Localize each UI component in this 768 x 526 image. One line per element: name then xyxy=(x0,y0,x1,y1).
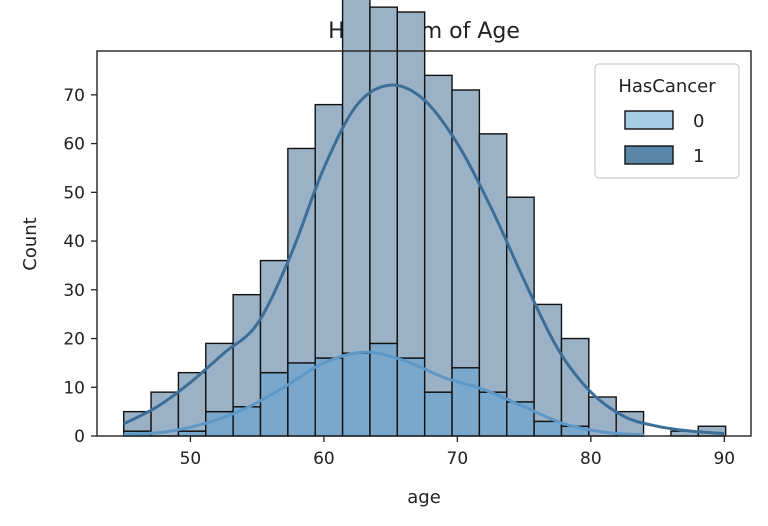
bar-series-1 xyxy=(287,147,316,364)
bar-series-1 xyxy=(533,303,563,423)
x-axis-label: age xyxy=(407,487,441,508)
bar-series-1 xyxy=(560,337,590,427)
legend-label-1: 1 xyxy=(693,146,704,167)
x-tick-label: 60 xyxy=(313,449,335,469)
y-tick-label: 60 xyxy=(63,135,85,155)
legend-swatch-1 xyxy=(624,145,674,165)
x-tick-label: 50 xyxy=(180,449,202,469)
kde-line-series-0 xyxy=(123,350,645,437)
bar-series-1 xyxy=(259,259,289,374)
bar-series-1 xyxy=(369,6,399,345)
bar-series-1 xyxy=(232,293,262,408)
bar-series-0 xyxy=(287,362,316,437)
y-tick-label: 0 xyxy=(74,427,85,447)
bar-series-1 xyxy=(341,0,371,354)
x-tick-label: 70 xyxy=(447,449,469,469)
bar-series-0 xyxy=(396,357,426,437)
y-tick-label: 10 xyxy=(63,378,85,398)
bar-series-0 xyxy=(369,342,399,437)
y-tick-label: 40 xyxy=(63,232,85,252)
kde-line-series-1 xyxy=(123,83,725,436)
bar-series-1 xyxy=(423,74,453,393)
bar-series-0 xyxy=(533,420,563,437)
legend: HasCancer 0 1 xyxy=(594,63,740,179)
bar-series-0 xyxy=(259,371,289,437)
bar-series-0 xyxy=(423,391,453,437)
x-tick-label: 90 xyxy=(713,449,735,469)
y-tick-label: 20 xyxy=(63,330,85,350)
y-tick-label: 50 xyxy=(63,183,85,203)
bar-series-1 xyxy=(205,342,234,413)
legend-title: HasCancer xyxy=(618,76,716,97)
bar-series-0 xyxy=(314,357,344,437)
y-axis-label: Count xyxy=(20,217,41,270)
bar-series-0 xyxy=(341,352,371,437)
bar-series-0 xyxy=(451,367,481,437)
legend-label-0: 0 xyxy=(693,111,704,132)
bar-series-1 xyxy=(506,196,535,403)
y-tick-label: 70 xyxy=(63,86,85,106)
y-tick-label: 30 xyxy=(63,281,85,301)
bar-series-1 xyxy=(451,89,481,369)
bar-series-0 xyxy=(506,401,535,437)
plot-frame xyxy=(96,50,752,437)
bar-series-1 xyxy=(396,11,426,359)
x-tick-label: 80 xyxy=(580,449,602,469)
bar-series-1 xyxy=(314,103,344,359)
bar-series-1 xyxy=(478,133,508,393)
bar-series-0 xyxy=(177,430,207,437)
legend-swatch-0 xyxy=(624,110,674,130)
plot-area xyxy=(122,0,727,437)
